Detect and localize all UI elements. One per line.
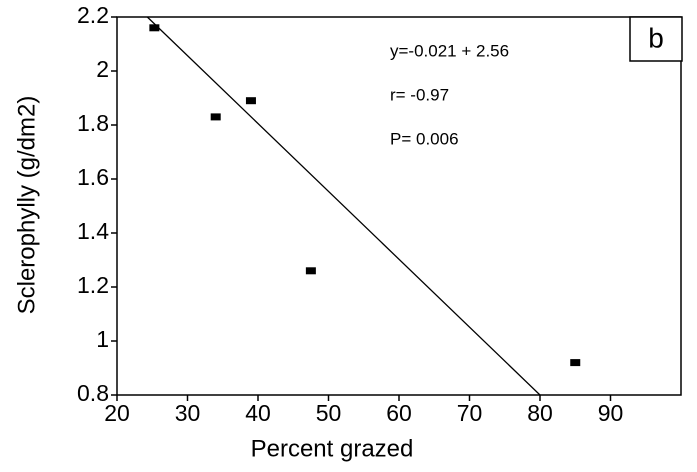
- annotation: y=-0.021 + 2.56: [390, 41, 509, 60]
- x-tick-label: 40: [245, 400, 271, 426]
- plot-frame: [116, 16, 682, 396]
- y-tick-label: 1.2: [77, 272, 109, 298]
- x-tick-label: 70: [457, 400, 483, 426]
- point: [305, 267, 316, 275]
- point: [570, 359, 581, 367]
- annotation: P= 0.006: [390, 129, 459, 148]
- panel-label: b: [648, 22, 664, 53]
- x-tick-label: 60: [386, 400, 412, 426]
- fit-line: [146, 16, 541, 396]
- point: [149, 24, 160, 32]
- x-tick-label: 90: [598, 400, 624, 426]
- y-tick-label: 2: [96, 56, 109, 82]
- x-tick-label: 30: [175, 400, 201, 426]
- x-tick-label: 50: [316, 400, 342, 426]
- y-tick-label: 1: [96, 326, 109, 352]
- y-tick-label: 0.8: [77, 380, 109, 406]
- y-tick-label: 1.4: [77, 218, 109, 244]
- point: [245, 97, 256, 105]
- annotation: r= -0.97: [390, 85, 449, 104]
- y-tick-label: 2.2: [77, 2, 109, 28]
- panel-label-box: [629, 16, 683, 62]
- point: [210, 113, 221, 121]
- x-tick-label: 20: [104, 400, 130, 426]
- y-tick-label: 1.6: [77, 164, 109, 190]
- y-axis-label: Sclerophylly (g/dm2): [13, 96, 40, 315]
- y-tick-label: 1.8: [77, 110, 109, 136]
- x-tick-label: 80: [527, 400, 553, 426]
- x-axis-label: Percent grazed: [251, 435, 414, 462]
